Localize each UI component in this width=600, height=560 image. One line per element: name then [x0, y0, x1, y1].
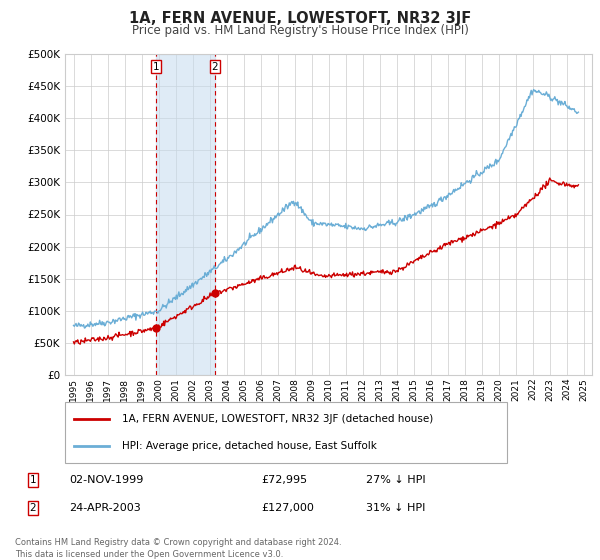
Text: 1A, FERN AVENUE, LOWESTOFT, NR32 3JF (detached house): 1A, FERN AVENUE, LOWESTOFT, NR32 3JF (de…: [122, 414, 434, 424]
Text: 2: 2: [29, 503, 37, 513]
Text: 27% ↓ HPI: 27% ↓ HPI: [366, 475, 425, 485]
Text: 1: 1: [29, 475, 37, 485]
Text: 31% ↓ HPI: 31% ↓ HPI: [366, 503, 425, 513]
Text: HPI: Average price, detached house, East Suffolk: HPI: Average price, detached house, East…: [122, 441, 377, 451]
Text: 02-NOV-1999: 02-NOV-1999: [69, 475, 143, 485]
Text: 24-APR-2003: 24-APR-2003: [69, 503, 141, 513]
Text: £127,000: £127,000: [261, 503, 314, 513]
Text: Contains HM Land Registry data © Crown copyright and database right 2024.: Contains HM Land Registry data © Crown c…: [15, 538, 341, 547]
Text: £72,995: £72,995: [261, 475, 307, 485]
Text: 2: 2: [211, 62, 218, 72]
Text: This data is licensed under the Open Government Licence v3.0.: This data is licensed under the Open Gov…: [15, 550, 283, 559]
Bar: [156, 54, 215, 375]
Text: 1A, FERN AVENUE, LOWESTOFT, NR32 3JF: 1A, FERN AVENUE, LOWESTOFT, NR32 3JF: [129, 11, 471, 26]
Text: 1: 1: [152, 62, 159, 72]
Text: Price paid vs. HM Land Registry's House Price Index (HPI): Price paid vs. HM Land Registry's House …: [131, 24, 469, 36]
FancyBboxPatch shape: [65, 402, 507, 463]
